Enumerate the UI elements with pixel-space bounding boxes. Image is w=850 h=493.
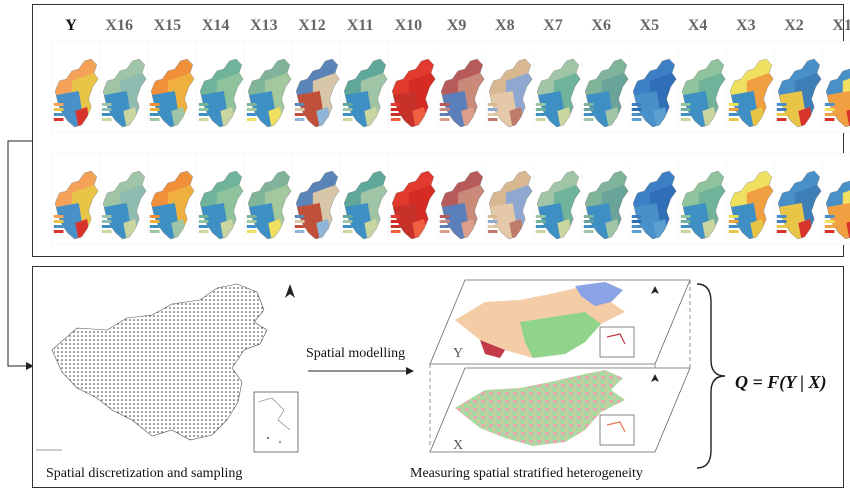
map-x7-2018 xyxy=(533,153,583,245)
column-header-x12: X12 xyxy=(298,17,326,34)
map-x8-2018 xyxy=(484,153,535,245)
map-x4-2018 xyxy=(677,153,728,245)
map-x14-2011 xyxy=(195,41,246,133)
column-header-x15: X15 xyxy=(153,17,182,34)
map-y-2018 xyxy=(51,153,101,245)
sampling-caption: Spatial discretization and sampling xyxy=(46,466,243,481)
map-x4-2011 xyxy=(677,41,728,133)
map-x10-2018 xyxy=(388,153,439,245)
map-x9-2018 xyxy=(436,153,487,245)
column-header-x2: X2 xyxy=(784,17,804,34)
layer-label-y: Y xyxy=(453,346,464,361)
column-header-x16: X16 xyxy=(105,17,133,34)
map-x13-2018 xyxy=(243,153,294,245)
column-header-x11: X11 xyxy=(346,17,374,34)
column-header-x1: X1 xyxy=(832,17,850,34)
column-header-x10: X10 xyxy=(394,17,423,34)
formula: Q = F(Y | X) xyxy=(735,372,827,392)
map-x5-2011 xyxy=(629,41,680,133)
map-x15-2018 xyxy=(147,153,198,245)
map-x16-2018 xyxy=(99,153,150,245)
map-x3-2018 xyxy=(725,153,776,245)
column-header-x4: X4 xyxy=(687,17,708,34)
map-x5-2018 xyxy=(629,153,680,245)
layer-label-x: X xyxy=(453,438,464,453)
stacked-layers xyxy=(429,279,691,453)
map-x13-2011 xyxy=(243,41,294,133)
map-x15-2011 xyxy=(147,41,198,133)
map-x10-2011 xyxy=(388,41,439,133)
map-x3-2011 xyxy=(725,41,776,133)
column-header-x3: X3 xyxy=(736,17,756,34)
map-x9-2011 xyxy=(436,41,487,133)
map-x2-2018 xyxy=(774,153,824,245)
column-header-y: Y xyxy=(65,17,77,34)
north-arrow-icon-y xyxy=(651,286,659,294)
variable-maps-panel: Y X16 X15 X14 X13 X12 X11 X10 X9 X8 X7 X6 X5 X4 X3 X2 X1… xyxy=(32,4,850,257)
map-x16-2011 xyxy=(99,41,150,133)
map-x7-2011 xyxy=(533,41,583,133)
map-x6-2011 xyxy=(581,41,632,133)
map-x11-2011 xyxy=(340,41,391,133)
modelling-arrow xyxy=(308,367,414,375)
column-header-x14: X14 xyxy=(201,17,230,34)
column-header-x5: X5 xyxy=(639,17,660,34)
sampling-grid-map xyxy=(36,283,299,453)
map-x12-2018 xyxy=(292,153,342,245)
map-x12-2011 xyxy=(292,41,342,133)
map-x11-2018 xyxy=(340,153,391,245)
curly-brace xyxy=(696,283,726,469)
column-header-x7: X7 xyxy=(543,17,563,34)
column-header-x9: X9 xyxy=(446,17,467,34)
north-arrow-icon xyxy=(285,284,295,298)
column-header-x6: X6 xyxy=(591,17,611,34)
map-x6-2018 xyxy=(581,153,632,245)
map-x2-2011 xyxy=(774,41,824,133)
map-x14-2018 xyxy=(195,153,246,245)
column-header-x13: X13 xyxy=(250,17,278,34)
map-y-2011 xyxy=(51,41,101,133)
map-x8-2011 xyxy=(484,41,535,133)
modelling-label: Spatial modelling xyxy=(306,346,406,361)
heterogeneity-caption: Measuring spatial stratified heterogenei… xyxy=(410,466,643,481)
north-arrow-icon-x xyxy=(651,374,659,382)
column-header-x8: X8 xyxy=(495,17,515,34)
